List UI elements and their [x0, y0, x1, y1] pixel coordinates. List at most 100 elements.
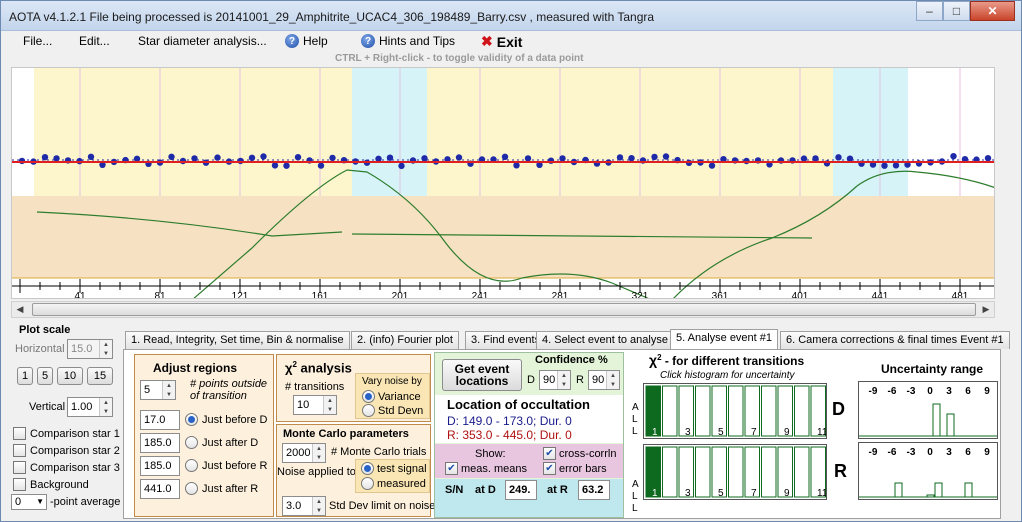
data-point[interactable] — [53, 155, 60, 162]
data-point[interactable] — [99, 161, 106, 168]
tab-analyse-event[interactable]: 5. Analyse event #1 — [670, 329, 779, 350]
comparison-star-3-checkbox[interactable]: Comparison star 3 — [13, 461, 120, 474]
light-curve-svg[interactable]: 4181121161201241281321361401441481521 — [12, 68, 995, 299]
comparison-star-1-checkbox[interactable]: Comparison star 1 — [13, 427, 120, 440]
close-button[interactable]: ✕ — [970, 1, 1015, 21]
maximize-button[interactable]: □ — [943, 1, 970, 21]
tab-fourier[interactable]: 2. (info) Fourier plot — [351, 331, 459, 349]
checkbox-box[interactable] — [13, 478, 26, 491]
stepper-arrows[interactable]: ▲ ▼ — [162, 381, 175, 399]
menu-help[interactable]: ? Help — [285, 34, 328, 48]
points-outside-stepper[interactable]: 5 ▲ ▼ — [140, 380, 176, 400]
d-uncertainty-svg[interactable]: -9 -6 -3 0 3 6 9 — [859, 382, 997, 438]
test-signal-radio[interactable]: test signal — [361, 462, 427, 475]
checkbox-box[interactable] — [13, 427, 26, 440]
check-icon[interactable]: ✔ — [445, 462, 458, 475]
data-point[interactable] — [708, 162, 716, 169]
menu-exit[interactable]: ✖ Exit — [481, 33, 522, 50]
menu-star-diameter[interactable]: Star diameter analysis... — [138, 34, 267, 48]
radio-circle[interactable] — [361, 477, 374, 490]
radio-circle[interactable] — [185, 459, 198, 472]
tab-camera-corrections[interactable]: 6. Camera corrections & final times Even… — [780, 331, 1010, 349]
histogram-bar[interactable] — [761, 446, 777, 498]
data-point[interactable] — [501, 153, 509, 160]
data-point[interactable] — [18, 157, 26, 165]
histogram-bar[interactable] — [645, 385, 661, 437]
just-before-r-radio[interactable]: Just before R — [185, 459, 267, 472]
just-after-d-radio[interactable]: Just after D — [185, 436, 258, 449]
histogram-bar[interactable] — [761, 385, 777, 437]
data-point[interactable] — [881, 162, 888, 169]
data-point[interactable] — [892, 162, 900, 169]
data-point[interactable] — [835, 154, 842, 161]
data-point[interactable] — [248, 154, 256, 161]
stepper-arrows[interactable]: ▲ ▼ — [99, 398, 112, 416]
radio-circle[interactable] — [362, 390, 375, 403]
just-before-d-value[interactable]: 17.0 — [140, 410, 180, 430]
just-before-r-value[interactable]: 185.0 — [140, 456, 180, 476]
data-point[interactable] — [87, 153, 95, 160]
radio-circle[interactable] — [185, 482, 198, 495]
histogram-bar[interactable] — [728, 385, 744, 437]
d-uncertainty-plot[interactable]: -9 -6 -3 0 3 6 9 — [858, 381, 998, 439]
horizontal-scale-stepper[interactable]: 15.0 ▲ ▼ — [67, 339, 113, 359]
scale-5-button[interactable]: 5 — [37, 367, 53, 385]
checkbox-box[interactable] — [13, 461, 26, 474]
data-point[interactable] — [237, 157, 244, 165]
radio-circle[interactable] — [362, 404, 375, 417]
histogram-bar[interactable] — [744, 446, 760, 498]
transitions-stepper[interactable]: 10 ▲ ▼ — [293, 395, 337, 415]
data-point[interactable] — [260, 153, 267, 160]
histogram-bar[interactable] — [711, 385, 727, 437]
scroll-thumb[interactable] — [32, 303, 976, 316]
stepper-arrows[interactable]: ▲ ▼ — [312, 497, 325, 515]
radio-circle[interactable] — [185, 413, 198, 426]
histogram-bar[interactable] — [695, 385, 711, 437]
data-point[interactable] — [800, 155, 808, 162]
d-chi-histogram-svg[interactable]: 1 3 5 7 9 11 — [644, 384, 828, 438]
data-point[interactable] — [651, 153, 658, 161]
histogram-bar[interactable] — [777, 385, 793, 437]
data-point[interactable] — [386, 154, 394, 161]
stddev-radio[interactable]: Std Devn — [362, 404, 423, 417]
stepper-arrows[interactable]: ▲ ▼ — [557, 371, 570, 389]
histogram-bar[interactable] — [678, 385, 694, 437]
histogram-bar[interactable] — [744, 385, 760, 437]
menu-file[interactable]: File... — [23, 34, 53, 48]
histogram-bar[interactable] — [728, 446, 744, 498]
radio-circle[interactable] — [185, 436, 198, 449]
data-point[interactable] — [961, 156, 969, 163]
scale-1-button[interactable]: 1 — [17, 367, 33, 385]
histogram-bar[interactable] — [777, 446, 793, 498]
histogram-bar[interactable] — [662, 446, 678, 498]
stepper-arrows[interactable]: ▲ ▼ — [99, 340, 112, 358]
just-before-d-radio[interactable]: Just before D — [185, 413, 267, 426]
point-average-select[interactable]: 0 ▼ — [11, 494, 47, 510]
data-point[interactable] — [421, 155, 428, 162]
histogram-bar[interactable] — [810, 385, 826, 437]
histogram-bar[interactable] — [695, 446, 711, 498]
data-point[interactable] — [950, 153, 957, 160]
data-point[interactable] — [559, 155, 566, 162]
data-point[interactable] — [846, 155, 854, 162]
r-uncertainty-svg[interactable]: -9 -6 -3 0 3 6 9 — [859, 443, 997, 499]
histogram-bar[interactable] — [711, 446, 727, 498]
d-chi-histogram[interactable]: 1 3 5 7 9 11 — [643, 383, 828, 439]
stepper-arrows[interactable]: ▲ ▼ — [606, 371, 619, 389]
monte-carlo-trials-stepper[interactable]: 2000 ▲ ▼ — [282, 443, 326, 463]
data-point[interactable] — [329, 154, 336, 162]
just-after-r-radio[interactable]: Just after R — [185, 482, 258, 495]
vertical-scale-stepper[interactable]: 1.00 ▲ ▼ — [67, 397, 113, 417]
data-point[interactable] — [720, 156, 727, 163]
minimize-button[interactable]: – — [916, 1, 943, 21]
menu-hints[interactable]: ? Hints and Tips — [361, 34, 455, 48]
data-point[interactable] — [375, 155, 382, 162]
r-uncertainty-plot[interactable]: -9 -6 -3 0 3 6 9 — [858, 442, 998, 500]
light-curve-plot[interactable]: 4181121161201241281321361401441481521 — [11, 67, 995, 299]
scroll-left-icon[interactable]: ◀ — [16, 304, 24, 314]
histogram-bar[interactable] — [794, 385, 810, 437]
data-point[interactable] — [283, 162, 290, 169]
data-point[interactable] — [812, 155, 819, 162]
data-point[interactable] — [616, 154, 624, 161]
measured-radio[interactable]: measured — [361, 477, 426, 490]
